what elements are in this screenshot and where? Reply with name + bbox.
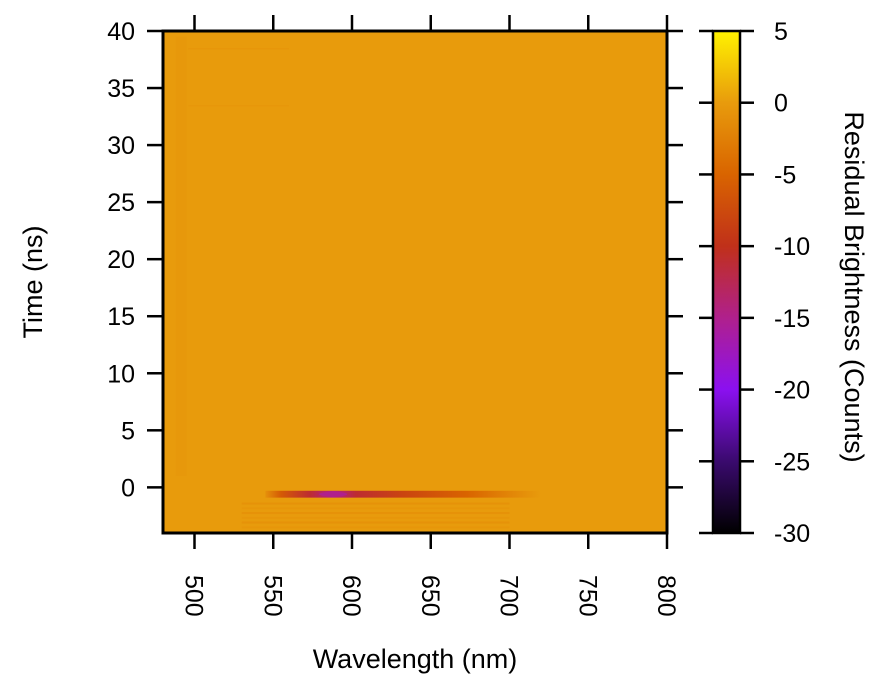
x-tick-label: 750 [573,575,601,617]
colorbar-tick-label: 0 [774,90,788,118]
colorbar-tick-label: -25 [774,448,810,476]
y-axis-title: Time (ns) [18,226,48,339]
heatmap-streak [188,48,289,50]
colorbar-tick-label: -10 [774,233,810,261]
x-tick-label: 800 [652,575,680,617]
heatmap-streak [188,105,289,107]
colorbar-title: Residual Brightness (Counts) [839,111,869,462]
heatmap-ripple [241,512,510,515]
colorbar-tick-label: -15 [774,305,810,333]
y-tick-label: 30 [107,132,135,160]
x-axis-title: Wavelength (nm) [313,644,518,674]
colorbar-scale [711,29,742,535]
colorbar-tick-label: -20 [774,377,810,405]
plot-frame [161,29,669,535]
x-tick-label: 700 [495,575,523,617]
y-tick-label: 15 [107,303,135,331]
axes: 500 550 600 650 700 750 800 0 5 10 15 20 25 30 35 40 [107,15,683,617]
colorbar-tick-label: -5 [774,161,796,189]
heatmap-ripple [241,516,510,519]
heatmap-band-core [319,491,348,497]
heatmap-ripple [241,521,510,524]
y-tick-label: 25 [107,189,135,217]
colorbar-tick-label: 5 [774,18,788,46]
heatmap-band [265,490,541,498]
x-tick-label: 650 [416,575,444,617]
heatmap-ripple [241,502,510,505]
y-tick-label: 5 [121,417,135,445]
colorbar: 5 0 -5 -10 -15 -20 -25 -30 [699,18,810,548]
x-tick-label: 550 [258,575,286,617]
heatmap-streak [175,36,187,476]
colorbar-tick-label: -30 [774,520,810,548]
y-tick-label: 0 [121,474,135,502]
heatmap-background [163,31,667,533]
y-tick-label: 20 [107,246,135,274]
y-tick-label: 35 [107,75,135,103]
heatmap-ripple [241,507,510,510]
plot-area [163,31,667,533]
x-tick-label: 500 [180,575,208,617]
y-tick-label: 40 [107,18,135,46]
y-tick-label: 10 [107,360,135,388]
x-tick-label: 600 [337,575,365,617]
heatmap-ripple [241,526,510,529]
